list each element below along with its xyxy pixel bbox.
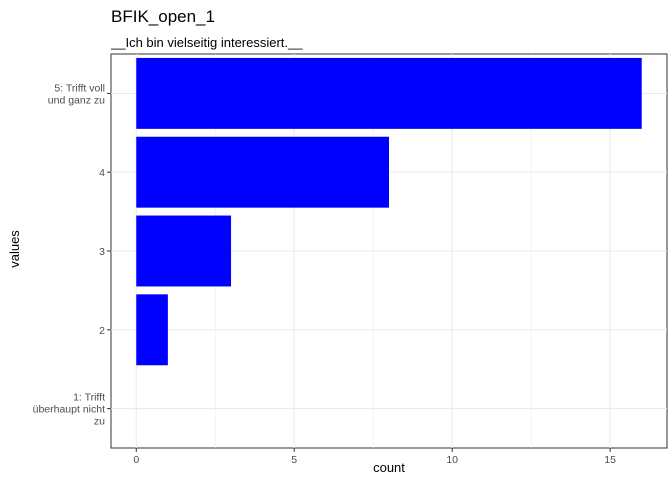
chart-title: BFIK_open_1 <box>111 7 215 26</box>
x-axis-ticks: 0 5 10 15 <box>133 448 616 466</box>
x-axis-title: count <box>373 460 405 475</box>
y-tick-label: 4 <box>99 167 105 179</box>
bar <box>136 294 168 366</box>
bar <box>136 136 389 208</box>
bar <box>136 215 232 287</box>
y-tick-label: 5: Trifft voll und ganz zu <box>48 82 105 106</box>
bars <box>136 57 642 366</box>
chart-subtitle: __Ich bin vielseitig interessiert.__ <box>110 35 303 50</box>
y-tick-label: 1: Trifft überhaupt nicht zu <box>33 392 106 428</box>
x-tick-label: 15 <box>604 454 616 466</box>
x-tick-label: 5 <box>291 454 297 466</box>
x-tick-label: 10 <box>446 454 458 466</box>
y-axis-ticks: 5: Trifft voll und ganz zu 4 3 2 1: Trifft übe… <box>33 82 111 428</box>
y-tick-label: 3 <box>99 246 105 258</box>
y-axis-title: values <box>7 230 22 268</box>
y-tick-label: 2 <box>99 325 105 337</box>
bar <box>136 57 642 129</box>
x-tick-label: 0 <box>133 454 139 466</box>
